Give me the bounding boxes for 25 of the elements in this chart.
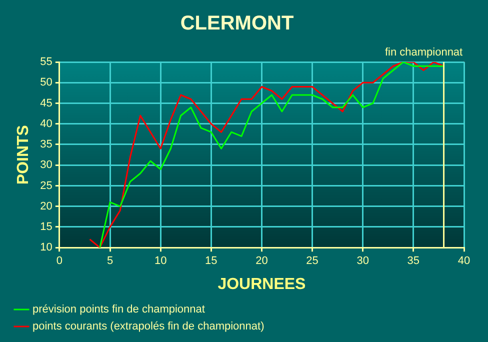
y-axis-title: POINTS: [15, 124, 32, 185]
x-tick-label: 35: [407, 255, 420, 268]
x-tick-label: 10: [154, 255, 167, 268]
x-tick-label: 25: [306, 255, 318, 268]
y-tick-label: 25: [40, 180, 52, 192]
chart-title: CLERMONT: [180, 12, 294, 35]
legend-label: points courants (extrapolés fin de championnat): [32, 320, 264, 333]
x-tick-label: 30: [356, 255, 369, 268]
x-axis-title: JOURNEES: [218, 276, 306, 293]
x-tick-label: 5: [106, 255, 114, 268]
y-tick-label: 40: [40, 118, 52, 130]
y-tick-label: 10: [40, 242, 52, 254]
y-tick-label: 50: [40, 76, 52, 89]
y-tick-label: 30: [40, 159, 52, 172]
x-tick-label: 20: [256, 255, 268, 268]
y-tick-label: 35: [40, 138, 52, 151]
y-tick-label: 55: [40, 56, 52, 68]
x-tick-label: 40: [458, 255, 470, 268]
y-tick-label: 15: [40, 221, 52, 234]
y-tick-label: 45: [40, 97, 52, 110]
legend-label: prévision points fin de championnat: [32, 304, 205, 316]
x-tick-label: 15: [205, 255, 218, 268]
y-tick-label: 20: [40, 200, 52, 212]
x-tick-label: 0: [56, 255, 62, 268]
ref-line-label: fin championnat: [384, 46, 463, 59]
